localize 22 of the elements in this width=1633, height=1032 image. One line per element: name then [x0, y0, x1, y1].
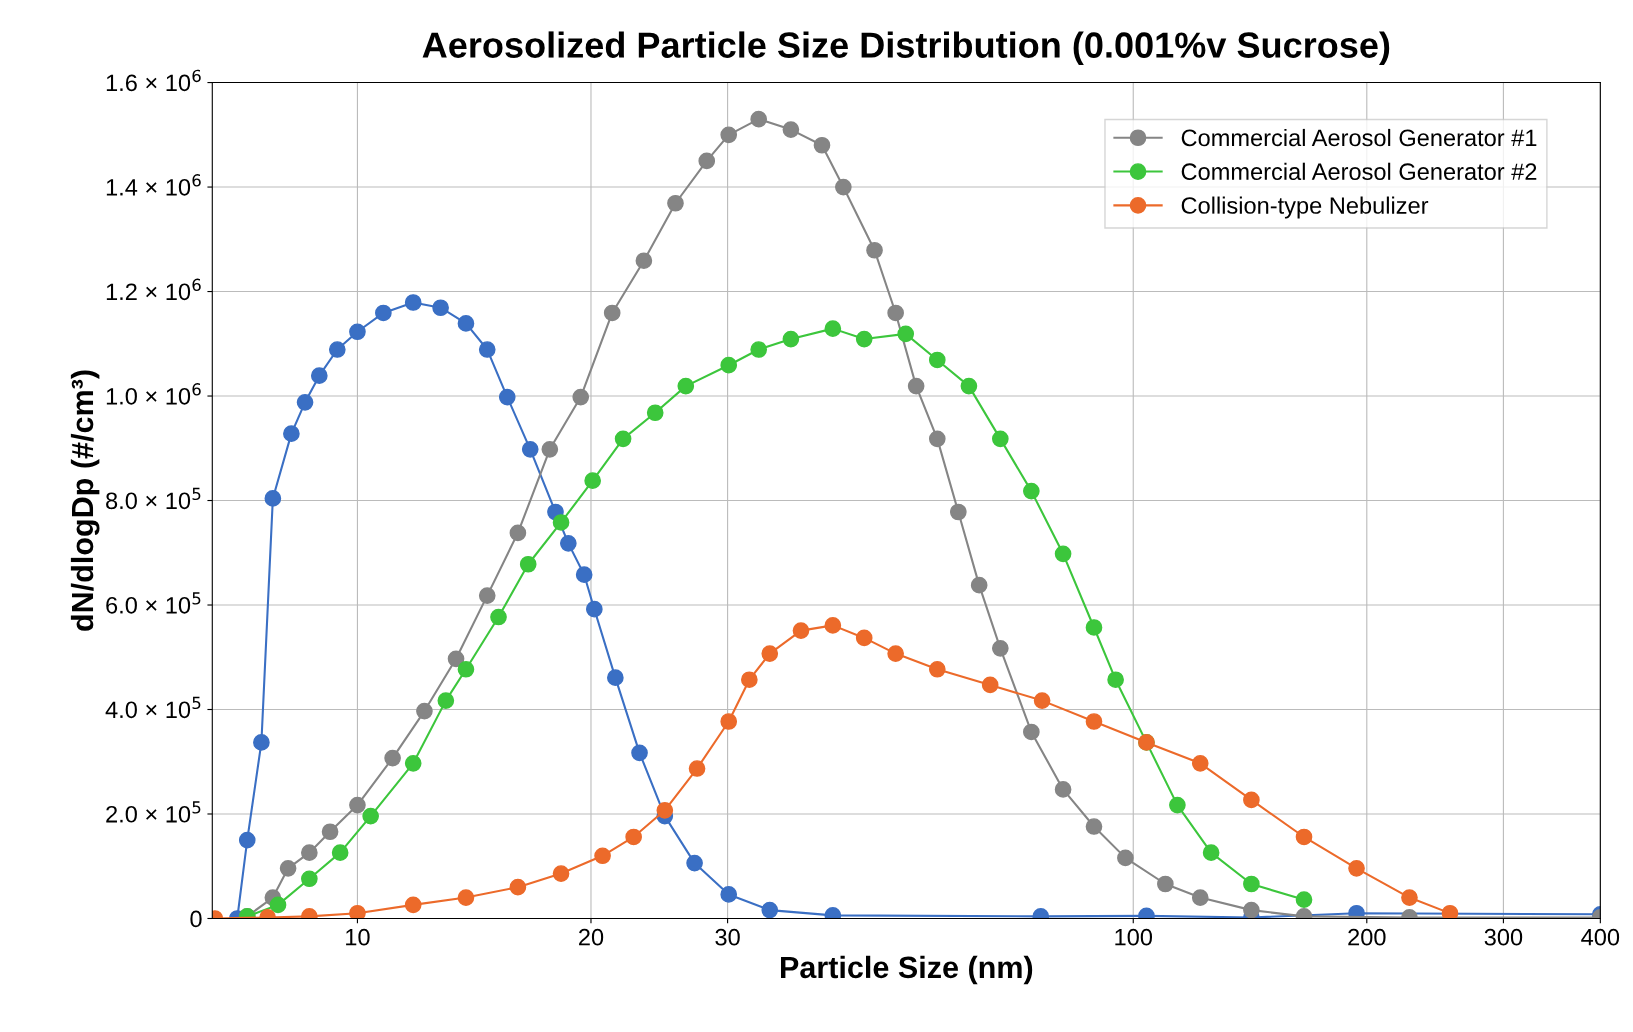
legend-label: Commercial Aerosol Generator #1: [1181, 128, 1537, 147]
y-tick-label: 1.2 × 10$^{6}$: [106, 278, 201, 301]
x-tick-label: 400: [1581, 928, 1620, 946]
x-tick-label: 10: [346, 928, 370, 946]
y-tick-label: 4.0 × 10$^{5}$: [105, 696, 201, 719]
y-tick-label: 6.0 × 10$^{5}$: [106, 592, 201, 614]
y-tick-label: 1.6 × 10$^{6}$: [106, 69, 201, 92]
x-axis-title: Particle Size (nm): [781, 955, 1033, 985]
x-tick-label: 300: [1484, 928, 1523, 946]
x-tick-label: 200: [1348, 928, 1386, 946]
legend-label: Commercial Aerosol Generator #2: [1181, 162, 1537, 181]
y-axis-title: dN/dlogDp (#/cm³): [70, 370, 100, 631]
legend-label: Collision-type Nebulizer: [1181, 196, 1429, 219]
x-tick-label: 100: [1115, 928, 1153, 946]
x-tick-label: 20: [579, 928, 604, 946]
chart-title: Aerosolized Particle Size Distribution (0.001%v Sucrose): [422, 31, 1390, 66]
x-tick-label: 30: [715, 928, 740, 946]
y-tick-label: 8.0 × 10$^{5}$: [106, 487, 201, 510]
y-tick-label: 1.0 × 10$^{6}$: [106, 383, 201, 405]
y-tick-label: 0: [190, 910, 202, 928]
y-tick-label: 2.0 × 10$^{5}$: [106, 801, 201, 823]
y-tick-label: 1.4 × 10$^{6}$: [106, 174, 201, 196]
